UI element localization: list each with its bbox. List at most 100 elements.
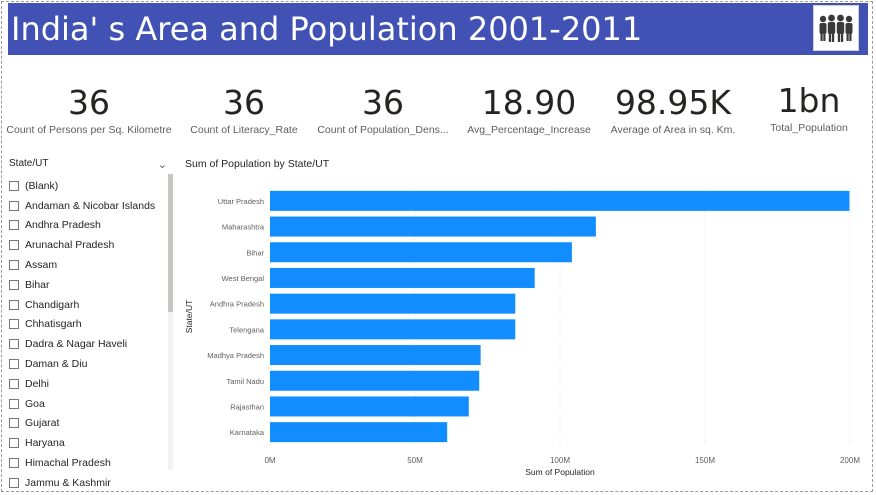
x-tick-label: 200M: [840, 456, 860, 465]
checkbox[interactable]: [9, 398, 19, 409]
slicer-item[interactable]: Arunachal Pradesh: [9, 235, 169, 255]
slicer-item[interactable]: Dadra & Nagar Haveli: [9, 334, 169, 354]
checkbox[interactable]: [9, 477, 19, 488]
checkbox[interactable]: [9, 299, 19, 310]
slicer-item[interactable]: Assam: [9, 255, 169, 275]
population-bar-chart: Sum of Population by State/UT 0M 50M 100M 1…: [180, 156, 870, 486]
kpi-card-average-area: 98.95K Average of Area in sq. Km.: [600, 82, 746, 136]
y-tick-label: Karnataka: [230, 428, 265, 437]
checkbox[interactable]: [9, 339, 19, 350]
x-tick-label: 0M: [264, 456, 275, 465]
x-tick-label: 150M: [695, 456, 715, 465]
y-tick-label: Andhra Pradesh: [210, 300, 264, 309]
slicer-item[interactable]: Andhra Pradesh: [9, 216, 169, 236]
kpi-card-total-population: 1bn Total_Population: [756, 80, 862, 134]
title-banner: India' s Area and Population 2001-2011: [8, 3, 868, 55]
kpi-value: 36: [223, 83, 265, 122]
slicer-item[interactable]: Chhatisgarh: [9, 315, 169, 335]
people-group-icon: [813, 5, 859, 51]
slicer-item[interactable]: Daman & Diu: [9, 354, 169, 374]
kpi-label: Avg_Percentage_Increase: [467, 124, 591, 136]
slicer-item[interactable]: Andaman & Nicobar Islands: [9, 196, 169, 216]
slicer-item[interactable]: Goa: [9, 394, 169, 414]
slicer-item[interactable]: Chandigarh: [9, 295, 169, 315]
kpi-label: Count of Population_Dens...: [317, 124, 449, 136]
slicer-item-label: Chhatisgarh: [25, 318, 82, 331]
kpi-value: 1bn: [777, 81, 841, 120]
y-tick-label: Tamil Nadu: [226, 377, 264, 386]
kpi-label: Count of Literacy_Rate: [190, 124, 298, 136]
slicer-item-label: Andaman & Nicobar Islands: [25, 199, 156, 212]
kpi-label: Total_Population: [770, 122, 848, 134]
checkbox[interactable]: [9, 180, 19, 191]
checkbox[interactable]: [9, 200, 19, 211]
y-tick-label: Bihar: [246, 248, 264, 257]
slicer-item-label: Bihar: [25, 278, 50, 291]
y-tick-label: Rajasthan: [230, 402, 264, 411]
bar: [270, 370, 480, 391]
bar: [270, 190, 850, 211]
chevron-down-icon[interactable]: ⌄: [157, 159, 167, 171]
bar: [270, 216, 596, 237]
kpi-card-population-density: 36 Count of Population_Dens...: [312, 82, 454, 136]
slicer-item-label: Andhra Pradesh: [25, 219, 101, 232]
slicer-scrollbar[interactable]: [168, 174, 173, 470]
x-axis-title: Sum of Population: [525, 467, 595, 477]
slicer-item[interactable]: Haryana: [9, 433, 169, 453]
slicer-item[interactable]: Delhi: [9, 374, 169, 394]
slicer-item-label: Chandigarh: [25, 298, 80, 311]
slicer-item-label: Delhi: [25, 377, 49, 390]
slicer-item[interactable]: Jammu & Kashmir: [9, 473, 169, 493]
checkbox[interactable]: [9, 378, 19, 389]
y-tick-label: Madhya Pradesh: [207, 351, 264, 360]
slicer-item-label: Arunachal Pradesh: [25, 239, 115, 252]
bar: [270, 319, 516, 340]
kpi-card-avg-percentage-increase: 18.90 Avg_Percentage_Increase: [462, 82, 596, 136]
slicer-item-label: Assam: [25, 259, 58, 272]
y-tick-label: Uttar Pradesh: [218, 197, 264, 206]
kpi-card-persons-per-sq-km: 36 Count of Persons per Sq. Kilometre: [2, 82, 176, 136]
slicer-list: (Blank) Andaman & Nicobar Islands Andhra P…: [9, 176, 169, 493]
kpi-value: 18.90: [481, 83, 577, 122]
kpi-value: 98.95K: [614, 83, 732, 122]
slicer-item-label: Goa: [25, 397, 45, 410]
kpi-label: Average of Area in sq. Km.: [610, 124, 736, 136]
x-tick-label: 100M: [550, 456, 570, 465]
slicer-item-label: Gujarat: [25, 417, 60, 430]
scrollbar-thumb[interactable]: [168, 174, 173, 312]
kpi-value: 36: [362, 83, 404, 122]
chart-plot: 0M 50M 100M 150M 200M Uttar Pradesh Maharashtr…: [184, 188, 860, 477]
chart-title: Sum of Population by State/UT: [185, 158, 330, 170]
state-ut-slicer[interactable]: State/UT ⌄ (Blank) Andaman & Nicobar Isla…: [9, 158, 173, 490]
checkbox[interactable]: [9, 438, 19, 449]
slicer-item-label: (Blank): [25, 179, 59, 192]
slicer-item[interactable]: Gujarat: [9, 414, 169, 434]
bar: [270, 293, 516, 314]
report-title: India' s Area and Population 2001-2011: [11, 10, 643, 48]
slicer-item[interactable]: Bihar: [9, 275, 169, 295]
slicer-header[interactable]: State/UT ⌄: [9, 158, 167, 174]
slicer-item-label: Jammu & Kashmir: [25, 476, 111, 489]
slicer-item[interactable]: (Blank): [9, 176, 169, 196]
bar: [270, 396, 469, 417]
y-tick-label: West Bengal: [222, 274, 265, 283]
checkbox[interactable]: [9, 319, 19, 330]
checkbox[interactable]: [9, 260, 19, 271]
checkbox[interactable]: [9, 359, 19, 370]
checkbox[interactable]: [9, 418, 19, 429]
kpi-label: Count of Persons per Sq. Kilometre: [6, 124, 172, 136]
bar: [270, 242, 572, 263]
slicer-item-label: Dadra & Nagar Haveli: [25, 338, 128, 351]
slicer-item-label: Haryana: [25, 437, 65, 450]
slicer-title: State/UT: [9, 158, 49, 169]
checkbox[interactable]: [9, 220, 19, 231]
slicer-item[interactable]: Himachal Pradesh: [9, 453, 169, 473]
checkbox[interactable]: [9, 458, 19, 469]
bar: [270, 422, 448, 443]
y-tick-label: Telengana: [229, 325, 264, 334]
bar: [270, 267, 535, 288]
x-tick-label: 50M: [407, 456, 423, 465]
checkbox[interactable]: [9, 279, 19, 290]
checkbox[interactable]: [9, 240, 19, 251]
